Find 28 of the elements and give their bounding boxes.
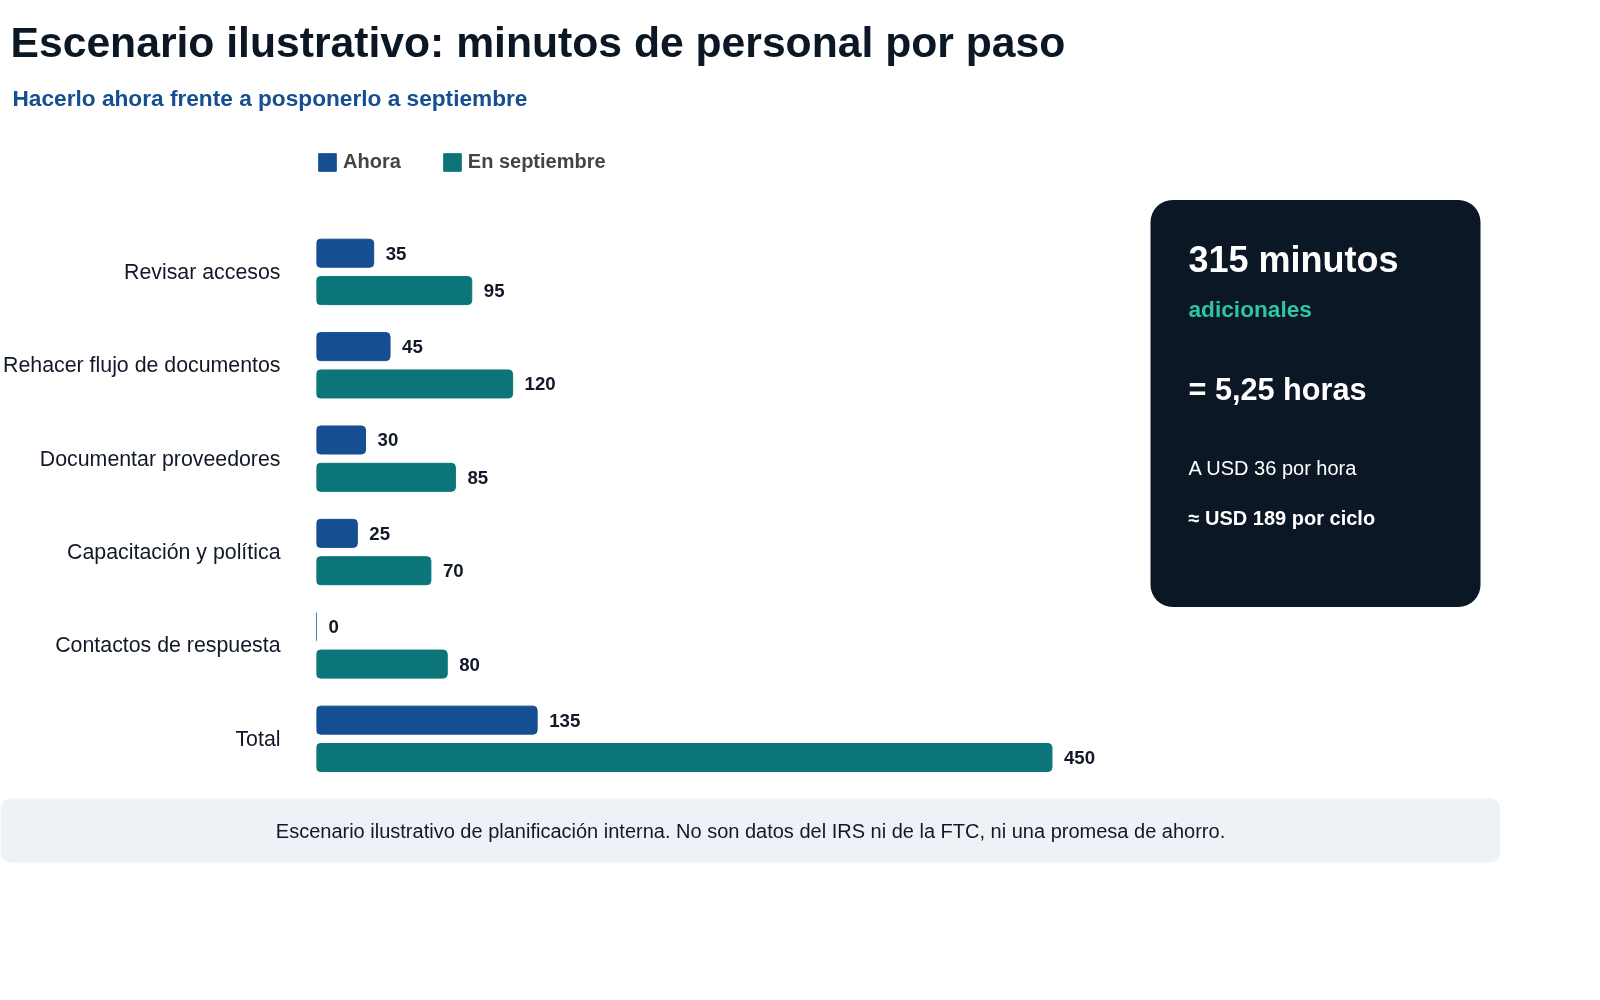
data-label: 70 (442, 560, 464, 582)
data-label: 80 (459, 653, 481, 675)
y-tick-label: Capacitación y política (67, 540, 281, 565)
data-label: 30 (377, 429, 399, 451)
text: ≈ USD 189 por ciclo (1188, 506, 1376, 529)
legend-label: Ahora (343, 150, 401, 173)
data-label: 450 (1063, 746, 1096, 768)
text: adicionales (1188, 296, 1312, 323)
y-tick-label: Contactos de respuesta (55, 633, 281, 658)
data-label: 135 (549, 709, 581, 731)
data-label: 25 (369, 522, 391, 544)
data-label: 120 (524, 373, 556, 395)
data-label: 35 (385, 242, 407, 264)
text: A USD 36 por hora (1188, 457, 1358, 479)
text: = 5,25 horas (1188, 371, 1367, 406)
chart-title: Escenario ilustrativo: minutos de personal por paso (10, 17, 1066, 66)
y-tick-label: Revisar accesos (124, 259, 281, 284)
legend-label: En septiembre (467, 150, 606, 173)
y-tick-label: Documentar proveedores (39, 446, 281, 471)
text: 315 minutos (1188, 239, 1399, 281)
data-label: 95 (483, 280, 505, 302)
text: Escenario ilustrativo de planificación interna. No son datos del IRS ni de la FTC, ni una promesa de ahorro. (275, 819, 1226, 842)
chart-subtitle: Hacerlo ahora frente a posponerlo a septiembre (12, 84, 528, 111)
y-tick-label: Rehacer flujo de documentos (3, 353, 281, 378)
data-label: 45 (402, 336, 423, 358)
y-tick-label: Total (235, 726, 281, 751)
data-label: 85 (467, 466, 489, 488)
data-label: 0 (328, 616, 339, 638)
